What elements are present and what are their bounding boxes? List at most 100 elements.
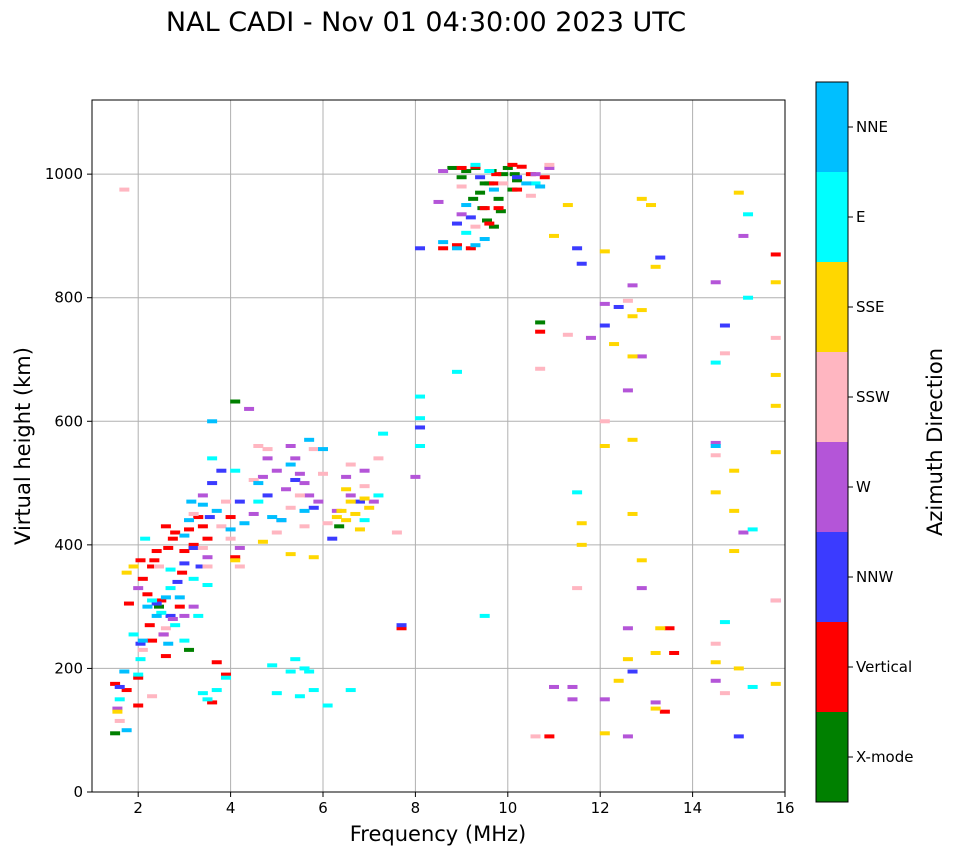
data-point-x-mode (482, 218, 493, 223)
data-point-ssw (710, 641, 721, 646)
data-point-vertical (438, 246, 449, 251)
data-point-w (197, 493, 208, 498)
data-point-sse (230, 558, 241, 563)
data-point-ssw (770, 598, 781, 603)
data-point-e (747, 684, 758, 689)
data-point-vertical (516, 164, 527, 169)
colorbar: X-mode Vertical NNW W SSW SSE E NNE (815, 81, 913, 803)
data-point-x-mode (153, 604, 164, 609)
data-point-w (433, 199, 444, 204)
data-point-vertical (669, 650, 680, 655)
y-axis-label: Virtual height (km) (11, 347, 35, 545)
data-point-vertical (770, 252, 781, 257)
data-point-e (451, 369, 462, 374)
data-point-nne (184, 518, 195, 523)
data-point-x-mode (334, 524, 345, 529)
data-point-nnw (576, 261, 587, 266)
data-point-w (549, 684, 559, 689)
data-point-sse (729, 508, 740, 513)
data-point-sse (599, 731, 610, 736)
data-point-vertical (147, 638, 158, 643)
data-point-w (299, 481, 310, 486)
data-point-vertical (177, 570, 188, 575)
data-point-vertical (163, 545, 174, 550)
data-point-vertical (160, 524, 171, 529)
data-point-w (234, 545, 245, 550)
data-point-nnw (512, 175, 523, 180)
data-point-sse (770, 280, 781, 285)
data-point-nnw (234, 499, 245, 504)
data-point-e (188, 576, 199, 581)
data-point-e (114, 697, 125, 702)
data-point-e (345, 688, 356, 693)
data-point-w (410, 474, 421, 479)
data-point-sse (341, 518, 352, 523)
data-point-e (193, 613, 204, 618)
data-point-sse (341, 487, 352, 492)
data-point-e (373, 493, 384, 498)
data-point-ssw (470, 224, 481, 229)
data-point-nnw (415, 246, 426, 251)
data-point-e (484, 169, 495, 174)
data-point-nne (521, 181, 532, 186)
x-axis-label: Frequency (MHz) (350, 822, 526, 846)
data-point-ssw (248, 477, 259, 482)
data-point-nnw (262, 493, 273, 498)
data-point-sse (729, 468, 740, 473)
data-point-e (135, 657, 146, 662)
colorbar-segment (816, 622, 848, 712)
data-point-e (207, 456, 218, 461)
data-point-ssw (719, 691, 730, 696)
data-point-w (133, 586, 144, 591)
data-point-vertical (160, 654, 171, 659)
data-point-nnw (572, 246, 583, 251)
data-point-nnw (172, 579, 183, 584)
data-point-nnw (613, 304, 624, 309)
data-point-vertical (539, 175, 550, 180)
data-point-e (133, 672, 144, 677)
data-point-vertical (197, 524, 208, 529)
data-point-nnw (627, 669, 638, 674)
data-point-nne (285, 462, 296, 467)
x-tick-label: 4 (226, 799, 236, 817)
data-point-ssw (719, 351, 730, 356)
data-point-sse (613, 678, 624, 683)
data-point-vertical (479, 206, 490, 211)
data-point-vertical (151, 549, 162, 554)
data-point-vertical (664, 626, 675, 631)
colorbar-segment (816, 262, 848, 352)
data-point-sse (627, 354, 638, 359)
data-point-nne (488, 187, 499, 192)
data-point-sse (770, 450, 781, 455)
data-point-ssw (770, 335, 781, 340)
data-point-x-mode (184, 647, 195, 652)
data-point-vertical (225, 515, 236, 520)
x-tick-label: 12 (591, 799, 610, 817)
data-point-w (650, 700, 661, 705)
data-point-ssw (544, 162, 555, 167)
data-point-nne (186, 499, 197, 504)
data-point-w (345, 493, 356, 498)
data-point-w (544, 165, 555, 170)
data-point-nne (197, 502, 208, 507)
data-point-ssw (322, 521, 333, 526)
data-point-vertical (142, 592, 153, 597)
data-point-w (438, 169, 449, 174)
data-point-e (202, 583, 213, 588)
data-point-e (378, 431, 389, 436)
data-point-ssw (572, 586, 583, 591)
data-point-x-mode (488, 224, 499, 229)
data-point-w (710, 440, 721, 445)
data-point-x-mode (502, 165, 513, 170)
data-point-e (743, 212, 754, 217)
data-point-w (244, 406, 255, 411)
data-point-w (158, 632, 169, 637)
data-point-vertical (456, 165, 467, 170)
data-point-e (202, 697, 213, 702)
data-point-nne (137, 638, 148, 643)
data-point-nne (179, 533, 190, 538)
data-point-vertical (544, 734, 555, 739)
data-point-w (627, 283, 638, 288)
colorbar-segment (816, 532, 848, 622)
data-point-sse (549, 233, 559, 238)
